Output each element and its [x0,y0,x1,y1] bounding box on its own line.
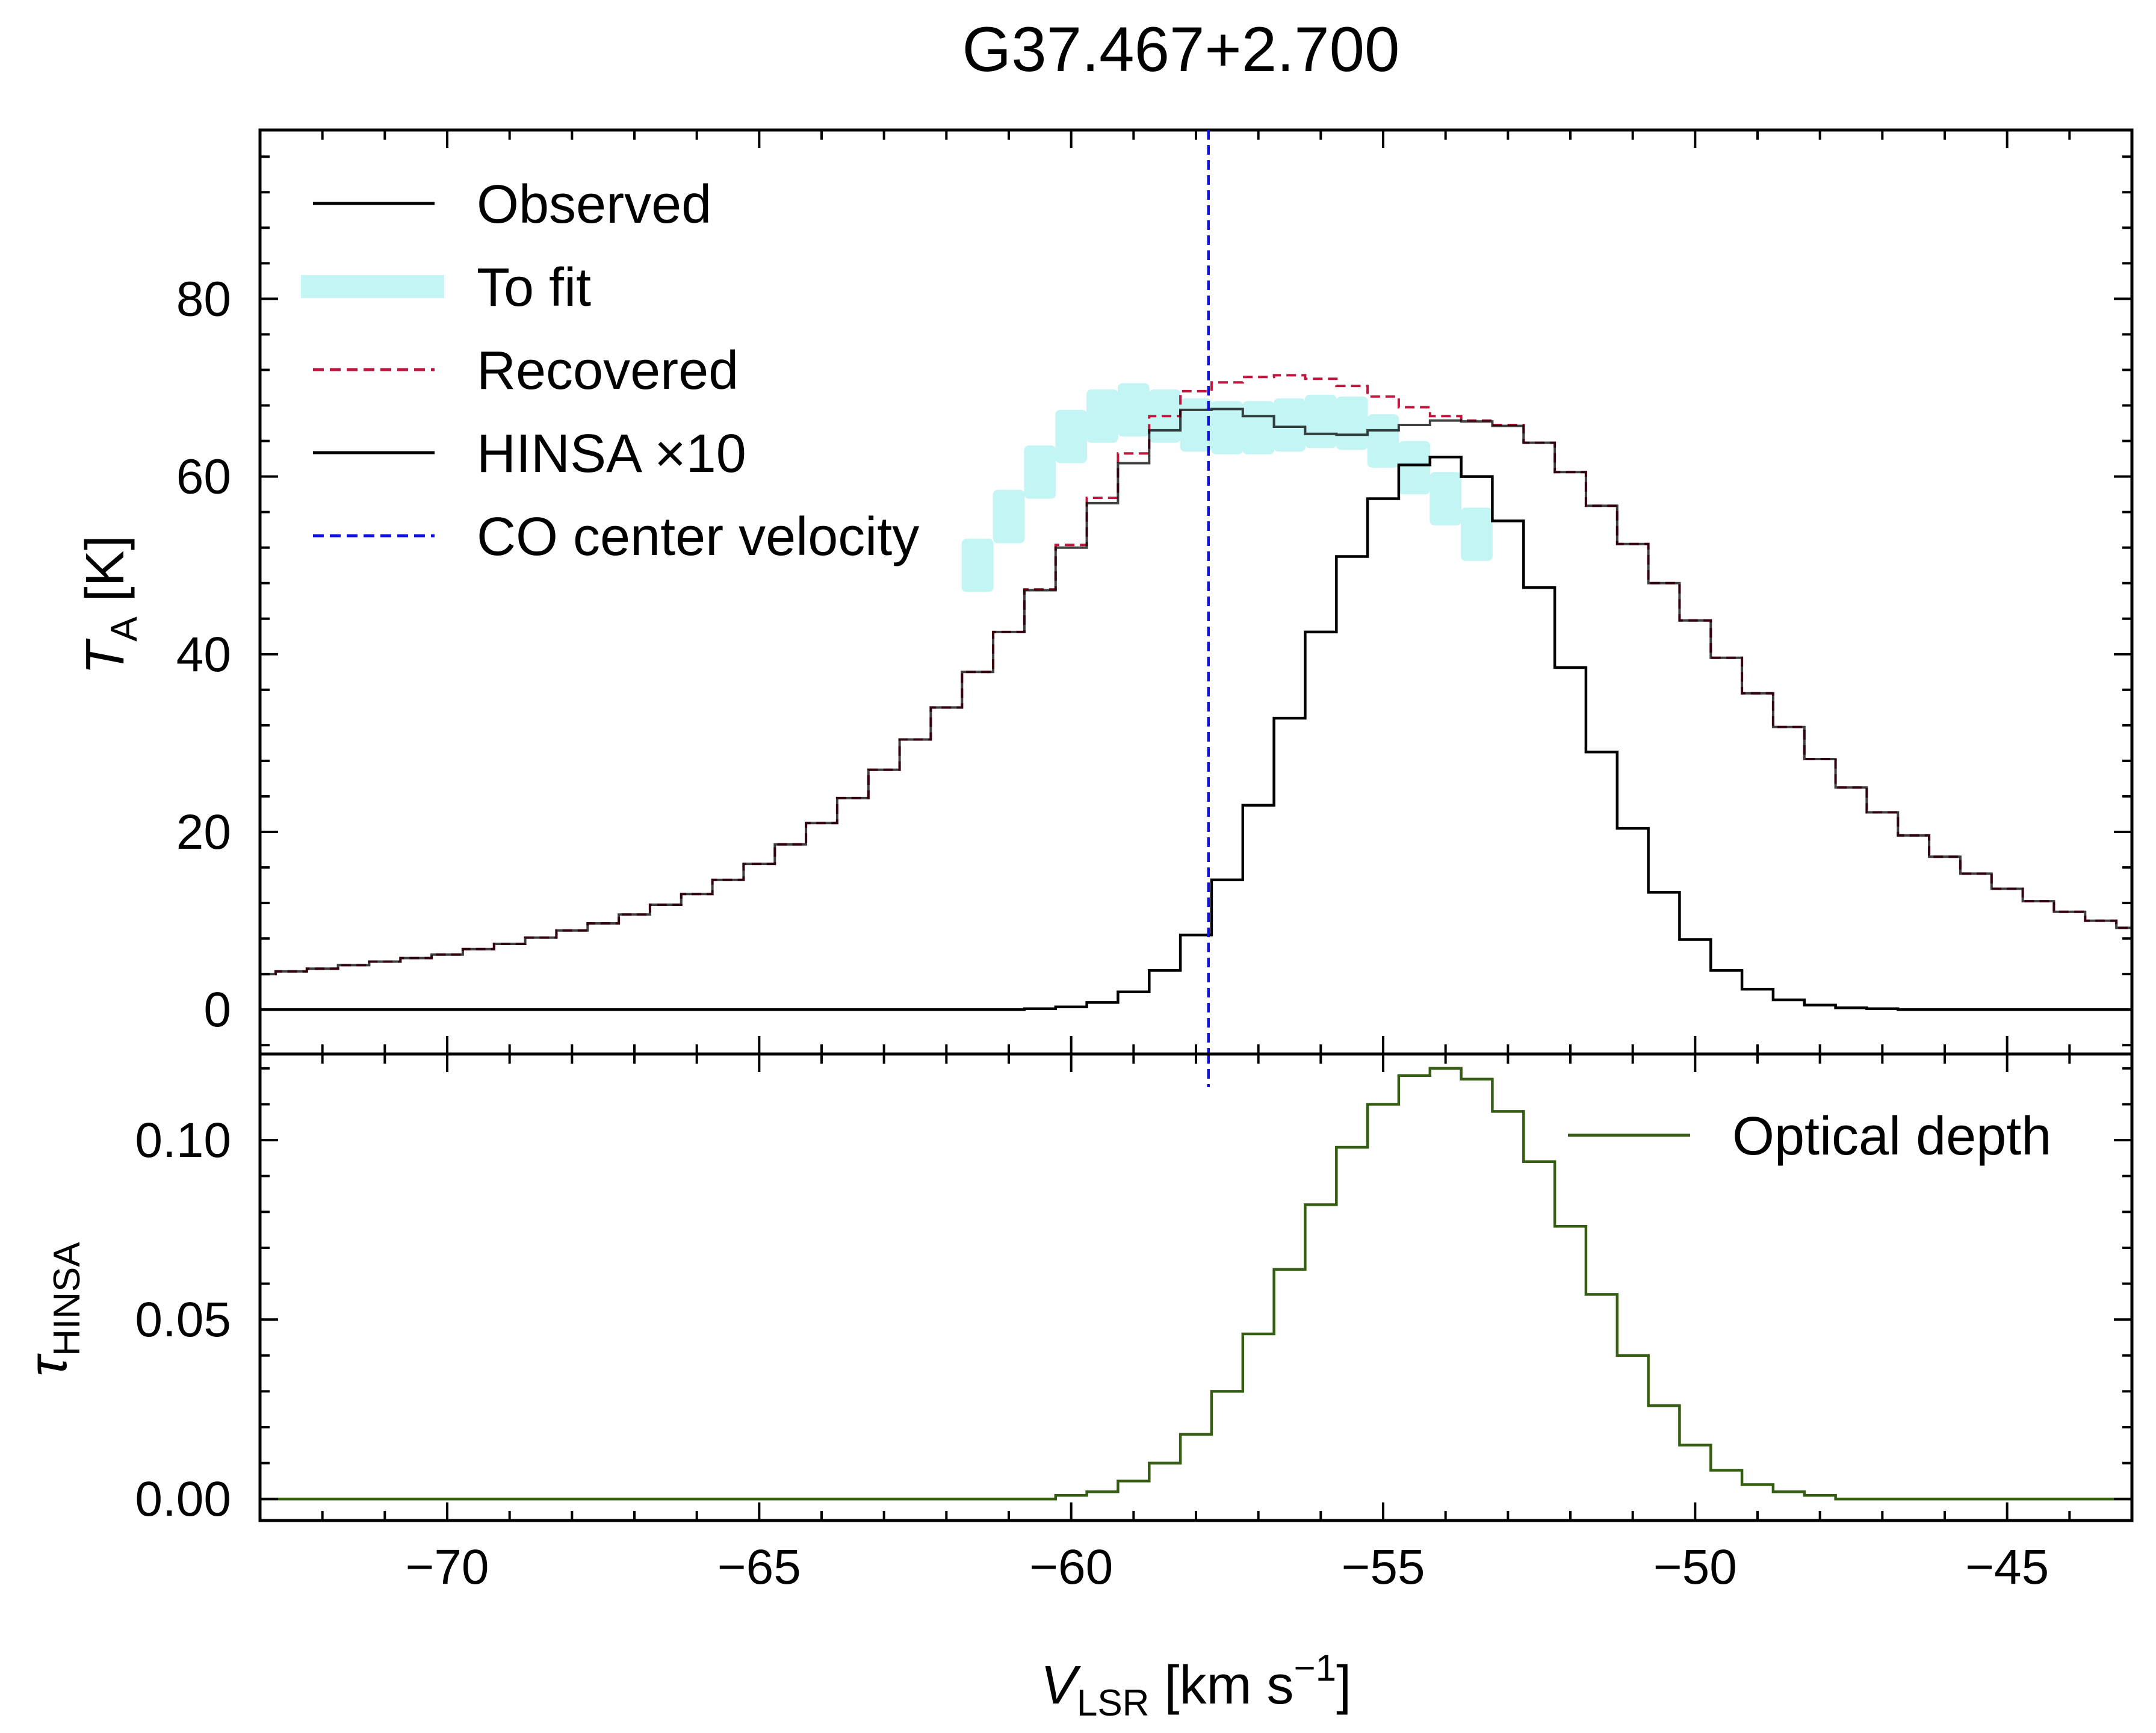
bottom-panel: −70 −65 −60 −55 −50 −45 0.00 0.05 0.10 Optical d… [18,1052,2134,1724]
bottom-ylabel: τHINSA [18,1242,88,1377]
to-fit-band-segment [961,538,994,592]
to-fit-band-segment [1430,472,1462,525]
x-tick-label: −45 [1965,1540,2049,1595]
to-fit-band-segment [1117,383,1150,437]
to-fit-band-segment [1398,441,1431,495]
to-fit-band-segment [1242,401,1275,454]
chart-title: G37.467+2.700 [962,14,1400,85]
bottom-ticks: −70 −65 −60 −55 −50 −45 0.00 0.05 0.10 [135,1054,2133,1595]
bottom-xlabel-sub: LSR [1077,1682,1150,1724]
top-ylabel-sub: A [104,616,145,642]
to-fit-band-segment [1367,414,1399,468]
legend-observed-label: Observed [477,175,711,235]
top-ylabel: TA [K] [75,535,145,674]
legend-recovered-label: Recovered [477,341,739,401]
to-fit-band-segment [1336,396,1368,450]
y-tick-label: 60 [176,450,231,504]
bottom-xlabel-close: ] [1336,1655,1351,1716]
y-tick-label: 80 [176,271,231,326]
legend-hinsa-label: HINSA ×10 [477,424,746,484]
bottom-xlabel-sup: −1 [1293,1648,1336,1689]
y-tick-label: 0.10 [135,1113,231,1168]
legend-optical-depth-label: Optical depth [1732,1106,2051,1167]
top-legend: Observed To fit Recovered HINSA ×10 CO c… [301,175,919,567]
legend-to-fit-label: To fit [477,258,591,318]
bottom-xlabel: VLSR [km s−1] [1041,1648,1351,1724]
to-fit-band-segment [1086,389,1118,443]
bottom-xlabel-unit: [km s [1149,1655,1293,1716]
to-fit-band-segment [1180,398,1212,452]
y-tick-label: 0.05 [135,1292,231,1347]
y-tick-label: 20 [176,805,231,860]
y-tick-label: 0 [203,982,231,1037]
to-fit-band-segment [1211,401,1244,454]
bottom-legend: Optical depth [1568,1106,2051,1167]
hinsa-line [260,455,2132,1011]
optical-depth-line [260,1067,2132,1501]
to-fit-band-segment [1055,409,1088,463]
top-ylabel-main: T [75,638,135,675]
bottom-data-layer [260,1067,2132,1501]
top-panel: 0 20 40 60 80 Observed To fit Recovered HINS… [75,128,2134,1087]
bottom-xlabel-main: V [1041,1655,1082,1716]
x-tick-label: −50 [1653,1540,1737,1595]
to-fit-band-segment [1274,398,1306,452]
to-fit-band-segment [1304,394,1337,448]
x-tick-label: −60 [1029,1540,1113,1595]
bottom-ylabel-main: τ [18,1353,78,1377]
y-tick-label: 40 [176,627,231,682]
x-tick-label: −55 [1341,1540,1425,1595]
bottom-ylabel-sub: HINSA [46,1242,88,1356]
top-data-layer [260,374,2132,1011]
x-tick-label: −70 [405,1540,489,1595]
to-fit-band-segment [1461,507,1493,561]
y-tick-label: 0.00 [135,1472,231,1527]
observed-line [260,408,2132,976]
x-tick-label: −65 [717,1540,801,1595]
legend-co-center-label: CO center velocity [477,507,919,567]
top-ticks: 0 20 40 60 80 [176,130,2133,1054]
top-ylabel-unit: [K] [75,535,135,616]
to-fit-band-segment [1024,445,1056,499]
to-fit-band-segment [993,489,1025,544]
